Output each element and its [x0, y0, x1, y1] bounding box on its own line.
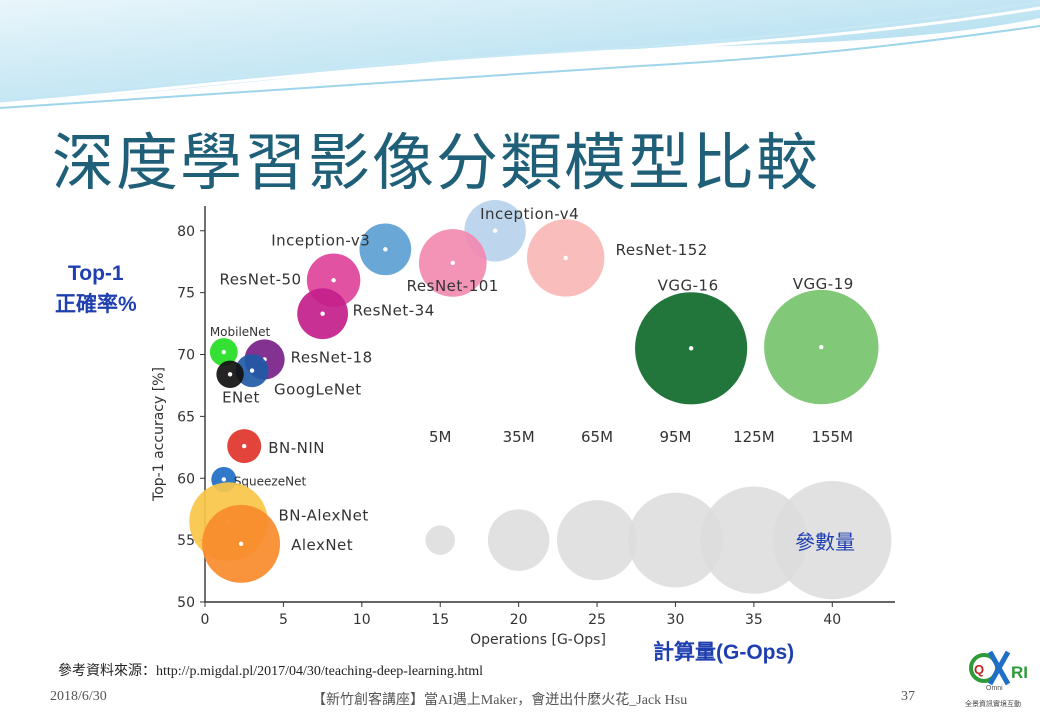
y-tick-label: 80	[177, 224, 195, 240]
y-side-label-accuracy: 正確率%	[55, 293, 137, 316]
x-tick-label: 40	[823, 612, 841, 628]
bubble-center-resnet-50	[331, 278, 336, 283]
bubble-center-squeezenet	[221, 477, 227, 482]
size-legend-label: 65M	[581, 428, 613, 446]
x-tick-label: 15	[431, 612, 449, 628]
bubble-center-vgg-19	[819, 344, 824, 350]
reference-source: 參考資料來源：http://p.migdal.pl/2017/04/30/tea…	[58, 664, 483, 679]
x-tick-label: 30	[667, 612, 685, 628]
bubble-center-vgg-16	[688, 346, 694, 351]
size-legend-bubble	[556, 500, 638, 581]
bubble-label-mobilenet: MobileNet	[210, 325, 271, 339]
size-legend-bubble	[425, 525, 455, 555]
size-legend-label: 125M	[733, 428, 775, 446]
y-tick-label: 70	[177, 348, 195, 364]
qxri-logo: Q RI Omni 全景資訊實境互動	[965, 650, 1028, 708]
bubble-label-enet: ENet	[222, 388, 260, 406]
x-tick-label: 0	[201, 612, 210, 628]
bubble-label-alexnet: AlexNet	[291, 536, 353, 554]
bubble-label-bn-nin: BN-NIN	[268, 439, 325, 457]
bubble-center-resnet-101	[450, 260, 455, 266]
x-tick-label: 5	[279, 612, 288, 628]
size-legend-bubble	[487, 509, 550, 571]
x-axis-label: Operations [G-Ops]	[470, 632, 606, 648]
bubble-label-resnet-18: ResNet-18	[291, 348, 373, 366]
param-size-label: 參數量	[795, 532, 855, 554]
bubble-label-googlenet: GoogLeNet	[274, 381, 362, 399]
bubble-label-inception-v4: Inception-v4	[480, 205, 579, 223]
bubble-chart-panel: 50 55 60 65 70 75 80 0 5 10 15 20 25 30 35 40 Operations…	[143, 198, 901, 658]
x-tick-label: 25	[588, 612, 606, 628]
y-side-label-top1: Top-1	[68, 262, 124, 285]
bubble-center-inception-v4	[492, 228, 498, 233]
size-legend-bubble	[628, 492, 723, 588]
footer-date: 2018/6/30	[50, 689, 107, 704]
bubble-center-bn-nin	[242, 443, 247, 449]
bubble-center-mobilenet	[221, 349, 227, 355]
bubble-center-googlenet	[249, 368, 255, 373]
decorative-wave-header	[0, 0, 1040, 109]
bubble-center-enet	[227, 372, 233, 377]
logo-q-text: Q	[974, 662, 984, 677]
y-tick-label: 55	[177, 533, 195, 549]
bubble-label-resnet-50: ResNet-50	[219, 270, 301, 288]
slide-title: 深度學習影像分類模型比較	[52, 126, 821, 199]
size-legend-label: 95M	[659, 428, 691, 446]
y-tick-label: 50	[177, 595, 195, 611]
x-tick-label: 20	[510, 612, 528, 628]
bubble-center-alexnet	[238, 541, 244, 547]
size-legend-label: 5M	[429, 428, 452, 446]
bubble-chart: 50 55 60 65 70 75 80 0 5 10 15 20 25 30 35 40 Operations…	[151, 200, 895, 648]
bubble-center-resnet-34	[320, 311, 325, 316]
y-tick-label: 60	[177, 471, 195, 487]
x-side-label-compute: 計算量(G-Ops)	[653, 641, 795, 664]
x-tick-label: 10	[353, 612, 371, 628]
logo-sub-text: Omni	[986, 685, 1003, 692]
y-tick-label: 65	[177, 409, 195, 425]
bubble-label-bn-alexnet: BN-AlexNet	[279, 507, 369, 525]
bubble-label-resnet-152: ResNet-152	[616, 241, 708, 259]
bubble-center-resnet-152	[563, 255, 568, 261]
bubble-label-squeezenet: SqueezeNet	[234, 474, 307, 488]
size-legend-label: 155M	[811, 428, 853, 446]
logo-caption: 全景資訊實境互動	[965, 699, 1021, 708]
y-tick-label: 75	[177, 286, 195, 302]
bubble-label-resnet-101: ResNet-101	[407, 277, 499, 295]
page-number: 37	[901, 689, 915, 704]
bubble-label-inception-v3: Inception-v3	[271, 231, 370, 249]
x-tick-label: 35	[745, 612, 763, 628]
y-axis-label: Top-1 accuracy [%]	[151, 367, 167, 502]
logo-ri-text: RI	[1011, 663, 1028, 682]
bubble-center-inception-v3	[383, 247, 388, 252]
bubble-label-vgg-19: VGG-19	[793, 275, 854, 293]
size-legend-label: 35M	[503, 428, 535, 446]
bubble-label-vgg-16: VGG-16	[658, 276, 719, 294]
size-legend-bubble	[773, 480, 892, 600]
footer-center-text: 【新竹創客講座】當AI遇上Maker，會迸出什麼火花_Jack Hsu	[312, 693, 688, 708]
bubble-label-resnet-34: ResNet-34	[353, 302, 435, 320]
